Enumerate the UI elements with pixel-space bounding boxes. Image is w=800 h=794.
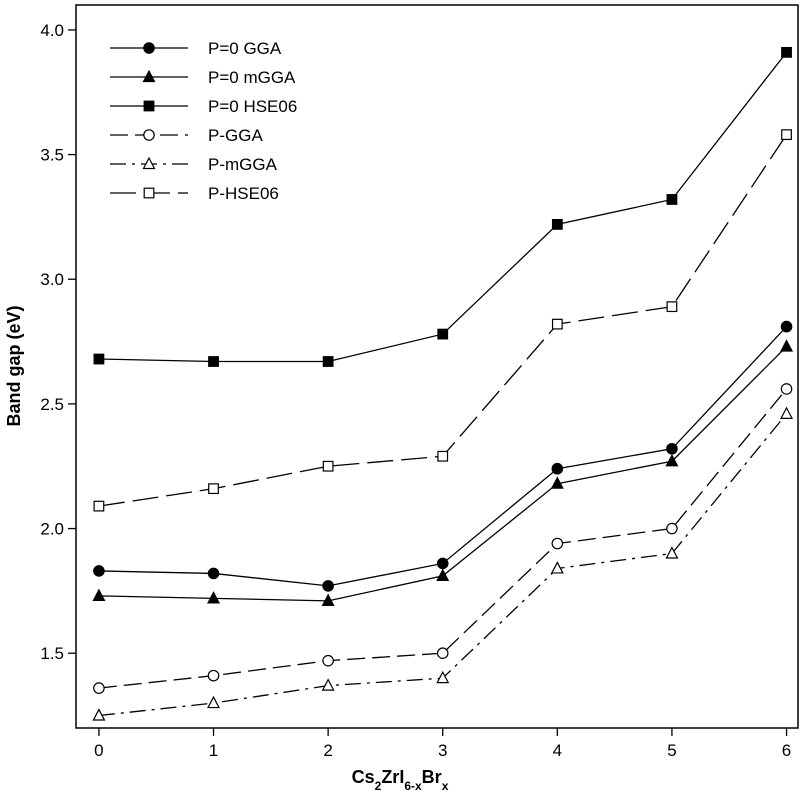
series-5-point-3 [437,450,449,462]
legend-marker-2 [143,100,155,112]
legend-marker-0 [143,42,155,54]
x-axis: 0 1 2 3 4 5 6 [94,728,791,760]
legend-label-0: P=0 GGA [208,39,282,58]
series-3-point-6 [780,383,793,395]
series-3-point-3 [436,647,449,660]
series-2-point-3 [437,328,449,340]
series-3-point-1 [207,669,220,682]
series-1-point-5 [665,453,679,467]
legend-label-2: P=0 HSE06 [208,97,297,116]
series-5-point-2 [322,460,334,472]
series-3-point-5 [666,522,678,535]
series-4-point-2 [321,678,335,691]
series-0-point-2 [322,580,334,592]
series-line-3 [98,388,788,689]
y-tick-label-0: 1.5 [40,644,64,663]
y-axis-title: Band gap (eV) [4,305,24,426]
series-2-point-2 [322,356,334,367]
series-5-point-4 [551,318,563,330]
y-tick-label-2: 2.5 [40,395,64,414]
legend-label-3: P-GGA [208,126,263,145]
x-title-part-br: Br [422,767,442,787]
series-1 [92,339,794,606]
x-axis-title: Cs2ZrI6-xBrx [352,767,449,793]
series-3-point-2 [322,654,334,667]
series-2-point-0 [93,353,105,365]
series-3-point-0 [93,682,105,694]
series-5 [93,129,792,512]
series-5-point-0 [93,500,105,512]
series-layer [92,46,794,721]
series-4-point-5 [665,546,679,559]
series-3-point-4 [551,537,564,550]
x-tick-label-0: 0 [94,741,103,760]
legend-marker-1 [142,69,156,83]
series-4-point-4 [550,561,564,574]
series-2-point-5 [666,194,678,205]
series-0-point-6 [780,320,793,333]
legend-label-4: P-mGGA [208,155,278,174]
series-5-point-6 [781,129,792,141]
series-3 [93,383,793,694]
y-tick-label-3: 3.0 [40,270,64,289]
series-1-point-0 [92,588,106,601]
series-2-point-4 [551,218,563,230]
x-title-sub-x: x [442,779,449,793]
series-2 [93,46,792,367]
x-tick-label-2: 2 [323,741,332,760]
y-tick-label-4: 3.5 [40,146,64,165]
series-0-point-3 [436,557,449,570]
series-0-point-0 [93,565,105,577]
series-4 [92,406,794,721]
x-tick-label-1: 1 [209,741,218,760]
legend-label-1: P=0 mGGA [208,68,296,87]
series-2-point-6 [781,46,792,58]
series-1-point-4 [550,476,564,489]
y-axis: 1.5 2.0 2.5 3.0 3.5 4.0 [40,21,76,663]
series-1-point-1 [207,591,221,604]
legend: P=0 GGA P=0 mGGA P=0 HSE06 P-GGA P-mGGA P-HSE… [110,39,297,203]
legend-marker-4 [142,156,156,170]
series-line-2 [98,51,788,363]
legend-marker-3 [143,129,155,141]
series-0-point-4 [551,462,564,475]
x-tick-label-4: 4 [553,741,562,760]
x-title-sub-2: 2 [375,779,382,793]
x-tick-label-5: 5 [667,741,676,760]
series-5-point-5 [666,301,678,313]
series-0 [93,320,793,592]
series-4-point-6 [780,406,794,419]
x-title-part-cs: Cs [352,767,375,787]
series-2-point-1 [208,356,219,367]
series-4-point-1 [207,695,221,709]
legend-marker-5 [143,187,155,199]
y-tick-label-5: 4.0 [40,21,64,40]
x-tick-label-3: 3 [438,741,447,760]
legend-label-5: P-HSE06 [208,184,279,203]
series-1-point-3 [436,568,450,582]
series-1-point-2 [321,593,335,606]
plot-area [75,4,799,729]
series-4-point-3 [436,670,450,684]
x-title-sub-6x: 6-x [404,779,422,793]
series-0-point-1 [207,567,220,580]
series-1-point-6 [780,339,794,352]
x-tick-label-6: 6 [782,741,791,760]
x-title-part-zri: ZrI [381,767,404,787]
series-0-point-5 [666,442,678,455]
series-4-point-0 [92,708,106,721]
series-5-point-1 [208,483,219,495]
y-tick-label-1: 2.0 [40,520,64,539]
